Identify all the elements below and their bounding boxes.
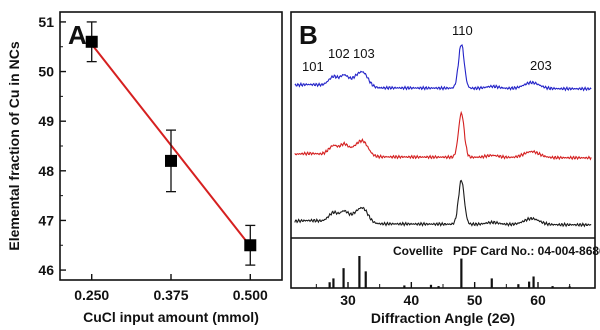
xrd-pattern-line: [294, 110, 592, 161]
xrd-pattern-line: [294, 44, 592, 92]
x-tick-label: 0.375: [153, 287, 188, 303]
panel-b-reference-card: PDF Card No.: 04-004-8686: [453, 244, 600, 258]
x-tick-label: 50: [467, 292, 483, 308]
panel-b: B 101 102 103 110 203 30 40 50 60 Covellite PDF…: [290, 11, 600, 326]
xrd-pattern-line: [294, 179, 592, 228]
panel-a-y-axis-title: Elemental fraction of Cu in NCs: [6, 41, 22, 250]
panel-b-label: B: [299, 20, 318, 50]
peak-label: 110: [452, 23, 473, 38]
y-tick-label: 51: [38, 14, 54, 30]
panel-a: A 46 47 48 49 50 51 0.250 0.375 0.500 CuCl inpu…: [6, 11, 283, 325]
panel-b-x-axis-title: Diffraction Angle (2Θ): [371, 310, 515, 326]
data-point: [85, 35, 98, 48]
panel-b-reference-sticks: [328, 256, 571, 288]
peak-label: 103: [353, 46, 375, 61]
peak-label: 102: [328, 46, 350, 61]
panel-a-x-ticks: 0.250 0.375 0.500: [74, 274, 268, 303]
y-tick-label: 50: [38, 64, 54, 80]
y-tick-label: 47: [38, 212, 54, 228]
panel-b-reference-title: Covellite: [393, 244, 443, 258]
y-tick-label: 48: [38, 163, 54, 179]
panel-a-y-ticks: 46 47 48 49 50 51: [38, 14, 66, 278]
peak-label: 101: [302, 59, 324, 74]
panel-b-xrd-patterns: [294, 44, 592, 228]
data-point: [165, 154, 177, 167]
x-tick-label: 60: [530, 292, 546, 308]
data-point: [244, 239, 257, 252]
panel-b-peak-labels: 101 102 103 110 203: [302, 23, 552, 74]
x-tick-label: 0.500: [233, 287, 268, 303]
panel-a-x-axis-title: CuCl input amount (mmol): [83, 309, 259, 325]
panel-a-label: A: [68, 20, 87, 50]
panel-b-x-ticks: 30 40 50 60: [315, 282, 571, 308]
peak-label: 203: [530, 58, 552, 73]
y-tick-label: 49: [38, 113, 54, 129]
x-tick-label: 0.250: [74, 287, 109, 303]
y-tick-label: 46: [38, 262, 54, 278]
x-tick-label: 40: [404, 292, 420, 308]
panel-a-points: [85, 21, 257, 266]
x-tick-label: 30: [340, 292, 356, 308]
